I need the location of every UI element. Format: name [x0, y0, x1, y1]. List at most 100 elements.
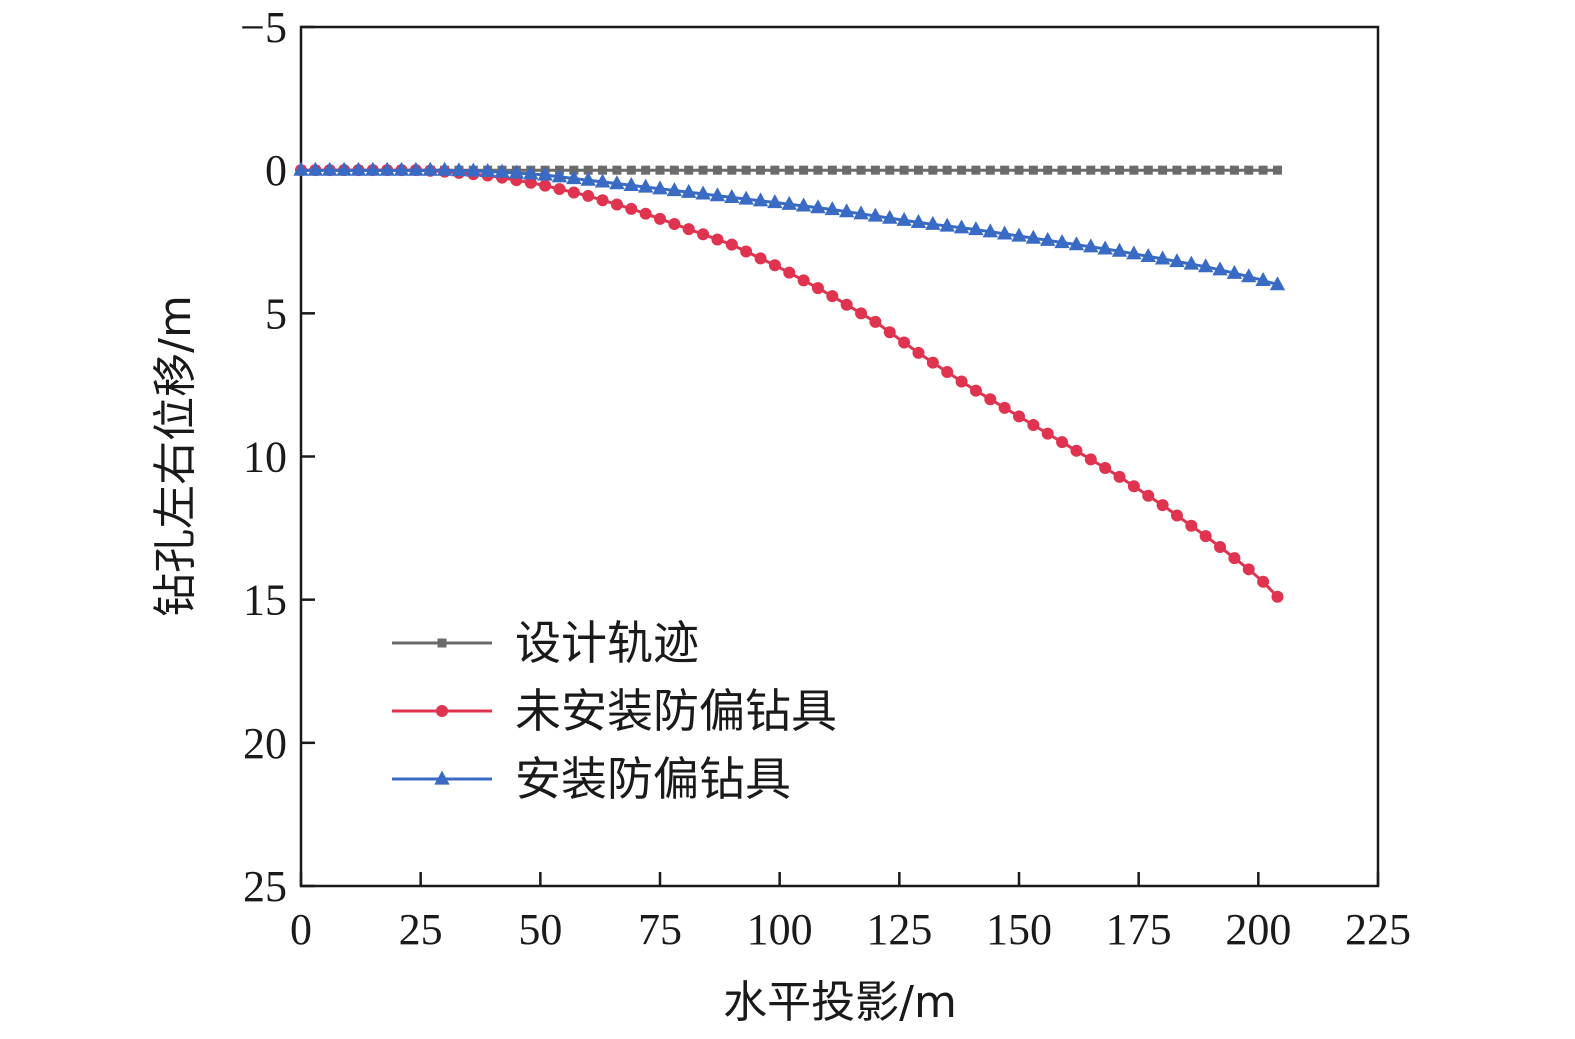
legend-item: 安装防偏钻具	[392, 752, 791, 806]
data-point	[925, 215, 941, 230]
data-point	[939, 217, 955, 232]
data-point	[1028, 165, 1038, 175]
data-point	[756, 165, 766, 175]
y-tick-label: 25	[243, 862, 287, 911]
data-point	[508, 164, 525, 179]
legend-marker	[437, 638, 447, 648]
data-point	[623, 176, 639, 191]
data-point	[968, 221, 984, 236]
data-point	[1111, 242, 1128, 257]
series-layer	[293, 161, 1286, 603]
data-point	[1170, 509, 1183, 522]
data-point	[293, 161, 309, 176]
data-point	[955, 375, 968, 388]
data-point	[1255, 272, 1271, 287]
y-tick-label: 0	[265, 146, 287, 195]
data-point	[1197, 258, 1214, 273]
data-point	[984, 393, 997, 406]
data-point	[1172, 165, 1182, 175]
data-point	[1071, 165, 1081, 175]
data-point	[1000, 165, 1010, 175]
data-point	[465, 162, 482, 177]
data-point	[1186, 165, 1196, 175]
y-tick-label: 15	[243, 576, 287, 625]
series-2	[293, 161, 1286, 291]
data-point	[523, 165, 539, 180]
data-point	[752, 192, 769, 207]
data-point	[982, 223, 998, 238]
data-point	[1054, 234, 1070, 249]
data-point	[655, 165, 665, 175]
data-point	[553, 183, 566, 196]
data-point	[770, 165, 780, 175]
data-point	[1229, 165, 1239, 175]
data-point	[1214, 540, 1227, 553]
data-point	[1242, 563, 1255, 576]
data-point	[1140, 247, 1156, 262]
data-point	[598, 165, 608, 175]
data-point	[365, 161, 381, 176]
legend-marker	[434, 770, 450, 785]
data-point	[1025, 229, 1042, 244]
legend-label: 安装防偏钻具	[515, 752, 791, 806]
data-point	[768, 259, 781, 272]
data-point	[926, 356, 939, 369]
legend-marker	[436, 705, 448, 717]
data-point	[393, 161, 410, 176]
data-point	[784, 165, 794, 175]
plot-frame	[299, 25, 1380, 888]
data-point	[1226, 264, 1243, 279]
data-point	[1269, 276, 1286, 291]
data-point	[824, 201, 841, 216]
data-point	[594, 173, 611, 188]
y-tick-label: 10	[243, 433, 287, 482]
data-point	[912, 346, 925, 359]
data-point	[996, 225, 1013, 240]
data-point	[869, 315, 882, 328]
data-point	[567, 186, 580, 199]
data-point	[754, 252, 767, 265]
data-point	[494, 163, 510, 178]
data-point	[709, 187, 726, 202]
x-axis-title: 水平投影/m	[723, 977, 957, 1028]
data-point	[1040, 231, 1056, 246]
data-point	[1201, 165, 1211, 175]
data-point	[1013, 410, 1025, 423]
data-point	[1169, 253, 1185, 268]
data-point	[783, 266, 796, 279]
x-tick-label: 125	[866, 905, 932, 954]
data-point	[1258, 165, 1268, 175]
data-point	[942, 165, 952, 175]
data-point	[537, 166, 553, 181]
data-point	[838, 203, 855, 218]
x-tick-label: 100	[747, 905, 813, 954]
data-point	[867, 207, 884, 222]
data-point	[1014, 165, 1024, 175]
x-tick-label: 150	[986, 905, 1052, 954]
x-tick-label: 50	[518, 905, 562, 954]
data-point	[1115, 165, 1125, 175]
data-point	[738, 190, 754, 205]
series-line	[301, 168, 1279, 598]
data-point	[1183, 255, 1200, 270]
data-point	[853, 205, 869, 220]
data-point	[957, 165, 967, 175]
data-point	[985, 165, 995, 175]
data-point	[609, 175, 625, 190]
data-point	[698, 165, 708, 175]
data-point	[870, 165, 880, 175]
data-point	[436, 161, 453, 176]
data-point	[1097, 240, 1113, 255]
x-tick-label: 0	[290, 905, 312, 954]
data-point	[1244, 165, 1254, 175]
data-point	[899, 165, 909, 175]
data-point	[1129, 165, 1139, 175]
data-point	[1057, 165, 1067, 175]
data-point	[566, 170, 582, 185]
data-point	[971, 165, 981, 175]
data-point	[810, 199, 826, 214]
data-point	[637, 178, 654, 193]
y-tick-label: 20	[243, 719, 287, 768]
data-point	[1113, 470, 1126, 483]
data-point	[1185, 519, 1198, 532]
